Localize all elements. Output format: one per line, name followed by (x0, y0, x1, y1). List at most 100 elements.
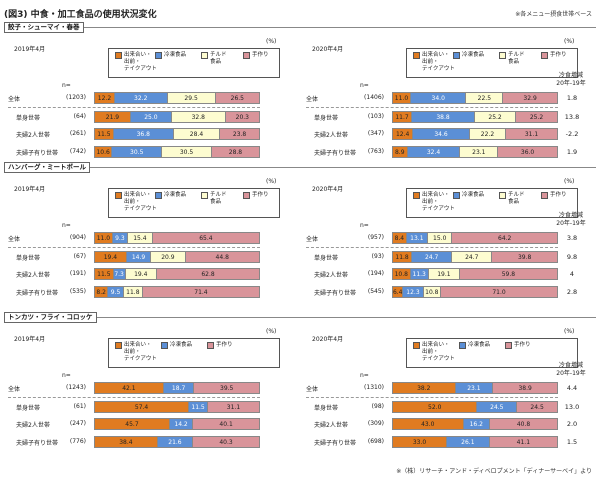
legend-item: 冷凍食品 (459, 342, 490, 350)
bar-segment: 40.3 (193, 437, 259, 447)
n-header: n= (360, 82, 369, 89)
percent-unit-label: (%) (564, 38, 575, 45)
bar-segment: 12.2 (95, 93, 115, 103)
bar-segment: 11.5 (95, 129, 114, 139)
legend-swatch (413, 342, 420, 349)
legend-item: 手作り (505, 342, 531, 350)
row-sample-size: (1203) (66, 94, 86, 101)
bar-segment: 14.2 (169, 419, 194, 429)
bar-segment: 22.2 (469, 129, 507, 139)
bar-segment: 11.5 (95, 269, 114, 279)
stacked-bar: 12.4 34.6 22.2 31.1 (392, 128, 558, 140)
n-header: n= (62, 372, 71, 379)
n-header: n= (360, 222, 369, 229)
bar-segment: 38.8 (412, 112, 476, 122)
legend-item: 出来合い・ 出前・ テイクアウト (115, 52, 157, 73)
row-divider (306, 247, 558, 248)
bar-segment: 23.1 (455, 383, 494, 393)
bar-segment: 43.0 (393, 419, 464, 429)
bar-segment: 10.6 (95, 147, 113, 157)
row-sample-size: (904) (69, 234, 86, 241)
row-sample-size: (67) (73, 253, 86, 260)
bar-segment: 19.4 (125, 269, 158, 279)
legend-item: チルド 食品 (499, 192, 525, 206)
panel-year-label: 2019年4月 (14, 336, 46, 343)
legend: 出来合い・ 出前・ テイクアウト 冷凍食品 チルド 食品 手作り (406, 48, 578, 78)
stacked-bar: 38.2 23.1 38.9 (392, 382, 558, 394)
bar-segment: 24.5 (477, 402, 518, 412)
bar-segment: 38.9 (493, 383, 557, 393)
percent-unit-label: (%) (564, 328, 575, 335)
stacked-bar: 21.9 25.0 32.8 20.3 (94, 111, 260, 123)
stacked-bar: 52.0 24.5 24.5 (392, 401, 558, 413)
bar-segment: 26.5 (215, 93, 259, 103)
panel-year-label: 2020年4月 (312, 186, 344, 193)
legend-item: 手作り (207, 342, 233, 350)
bar-segment: 39.8 (492, 252, 557, 262)
legend-label: 手作り (550, 52, 567, 58)
n-header: n= (62, 222, 71, 229)
row-category-label: 夫婦子有り世帯 (314, 290, 357, 297)
bar-segment: 42.1 (95, 383, 164, 393)
section-title: 餃子・シューマイ・春巻 (4, 22, 84, 33)
legend-item: 冷凍食品 (453, 192, 484, 200)
row-sample-size: (194) (367, 270, 384, 277)
legend-swatch (453, 52, 460, 59)
bar-segment: 57.4 (95, 402, 190, 412)
change-value: 3.8 (566, 234, 578, 242)
bar-segment: 28.8 (211, 147, 259, 157)
bar-segment: 11.0 (393, 93, 411, 103)
legend-item: 冷凍食品 (155, 192, 186, 200)
change-value: 2.8 (566, 288, 578, 296)
stacked-bar: 12.2 32.2 29.5 26.5 (94, 92, 260, 104)
bar-segment: 45.7 (95, 419, 170, 429)
row-sample-size: (98) (371, 403, 384, 410)
legend-item: チルド 食品 (499, 52, 525, 66)
bar-segment: 65.4 (152, 233, 259, 243)
n-header: n= (360, 372, 369, 379)
legend-swatch (155, 52, 162, 59)
row-divider (306, 397, 558, 398)
bar-segment: 11.8 (123, 287, 143, 297)
bar-segment: 34.0 (410, 93, 467, 103)
row-category-label: 単身世帯 (314, 405, 339, 412)
bar-segment: 24.7 (412, 252, 453, 262)
bar-segment: 39.5 (194, 383, 259, 393)
panel-year-label: 2019年4月 (14, 186, 46, 193)
legend-item: 出来合い・ 出前・ テイクアウト (115, 192, 157, 213)
change-value: 9.8 (566, 253, 578, 261)
stacked-bar: 10.8 11.3 19.1 59.8 (392, 268, 558, 280)
stacked-bar: 10.6 30.5 30.5 28.8 (94, 146, 260, 158)
legend-label: チルド 食品 (508, 52, 525, 65)
row-category-label: 夫婦子有り世帯 (16, 440, 59, 447)
percent-unit-label: (%) (266, 178, 277, 185)
bar-segment: 30.5 (162, 147, 212, 157)
legend-label: 手作り (252, 52, 269, 58)
stacked-bar: 33.0 26.1 41.1 (392, 436, 558, 448)
change-value: 1.8 (566, 94, 578, 102)
row-category-label: 夫婦子有り世帯 (16, 290, 59, 297)
change-value: 4.4 (566, 384, 578, 392)
legend-swatch (201, 52, 208, 59)
legend-label: チルド 食品 (210, 52, 227, 65)
legend-item: チルド 食品 (201, 52, 227, 66)
row-category-label: 夫婦2人世帯 (16, 132, 50, 139)
row-sample-size: (545) (367, 288, 384, 295)
legend-item: 冷凍食品 (453, 52, 484, 60)
change-value: 13.0 (564, 403, 580, 411)
change-header: 冷食増減 20年-19年 (556, 72, 586, 87)
legend: 出来合い・ 出前・ テイクアウト 冷凍食品 手作り (406, 338, 578, 368)
row-category-label: 単身世帯 (16, 115, 41, 122)
bar-segment: 23.8 (220, 129, 259, 139)
legend-label: 出来合い・ 出前・ テイクアウト (422, 52, 455, 72)
bar-segment: 31.1 (207, 402, 259, 412)
bar-segment: 21.9 (95, 112, 131, 122)
bar-segment: 62.8 (157, 269, 259, 279)
row-sample-size: (1243) (66, 384, 86, 391)
stacked-bar: 8.4 13.1 15.0 64.2 (392, 232, 558, 244)
bar-segment: 20.3 (225, 112, 259, 122)
legend-label: 出来合い・ 出前・ テイクアウト (124, 52, 157, 72)
bar-segment: 32.4 (407, 147, 461, 157)
row-category-label: 全体 (8, 386, 21, 393)
n-header: n= (62, 82, 71, 89)
